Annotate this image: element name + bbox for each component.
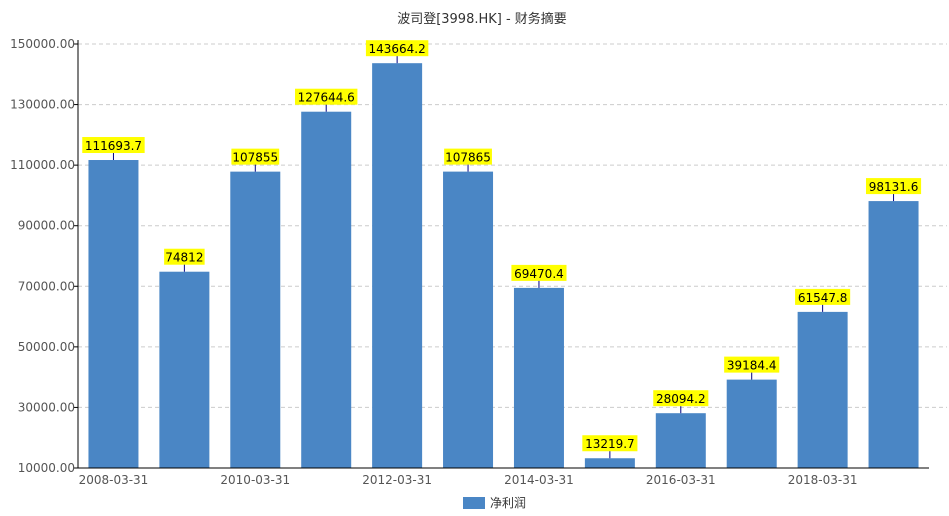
bar <box>655 413 706 468</box>
data-label: 143664.2 <box>368 42 425 56</box>
data-label: 13219.7 <box>585 437 635 451</box>
data-label: 74812 <box>165 251 203 265</box>
bars <box>88 63 919 469</box>
x-tick-label: 2018-03-31 <box>788 473 858 487</box>
data-label: 107865 <box>445 151 491 165</box>
y-tick-label: 130000.00 <box>10 98 75 112</box>
y-tick-label: 70000.00 <box>18 279 75 293</box>
x-tick-label: 2008-03-31 <box>79 473 149 487</box>
data-label: 98131.6 <box>869 180 919 194</box>
bar <box>868 201 919 468</box>
data-labels: 111693.7 74812 107855 127644.6 143664.2 10786… <box>82 40 922 459</box>
legend: 净利润 <box>463 496 526 510</box>
bar <box>797 311 848 468</box>
data-label-bg <box>724 356 780 373</box>
data-label-bg <box>231 148 280 165</box>
bar <box>584 458 635 468</box>
bar <box>88 160 139 468</box>
data-label: 111693.7 <box>85 139 142 153</box>
bar <box>726 379 777 468</box>
data-label-bg <box>295 88 358 105</box>
data-label: 28094.2 <box>656 392 706 406</box>
bar <box>513 287 564 468</box>
data-label: 61547.8 <box>798 291 848 305</box>
bar <box>230 171 281 468</box>
data-label-bg <box>82 137 145 154</box>
data-label-bg <box>653 390 709 407</box>
data-label-bg <box>444 148 492 165</box>
data-label-bg <box>582 435 638 452</box>
legend-swatch <box>463 497 485 509</box>
data-label-bg <box>865 178 922 195</box>
bar <box>372 63 423 469</box>
data-label: 39184.4 <box>727 359 777 373</box>
data-label-bg <box>365 40 429 57</box>
x-tick-label: 2010-03-31 <box>220 473 290 487</box>
bar <box>159 271 210 468</box>
data-label-bg <box>164 248 205 265</box>
data-label-bg <box>511 264 567 281</box>
legend-label: 净利润 <box>490 496 526 510</box>
y-tick-label: 50000.00 <box>18 340 75 354</box>
data-label: 69470.4 <box>514 267 564 281</box>
bar <box>443 171 494 468</box>
x-tick-label: 2016-03-31 <box>646 473 716 487</box>
y-tick-label: 110000.00 <box>10 158 75 172</box>
data-label-bg <box>795 288 851 305</box>
x-tick-label: 2012-03-31 <box>362 473 432 487</box>
y-tick-label: 30000.00 <box>18 400 75 414</box>
data-label: 127644.6 <box>298 91 355 105</box>
y-tick-label: 150000.00 <box>10 37 75 51</box>
x-tick-label: 2014-03-31 <box>504 473 574 487</box>
y-tick-label: 10000.00 <box>18 461 75 475</box>
data-label: 107855 <box>232 151 278 165</box>
bar <box>301 111 352 468</box>
axes: 10000.00 30000.00 50000.00 70000.00 90000.00… <box>10 37 929 487</box>
chart-title: 波司登[3998.HK] - 财务摘要 <box>397 11 567 27</box>
y-tick-label: 90000.00 <box>18 219 75 233</box>
